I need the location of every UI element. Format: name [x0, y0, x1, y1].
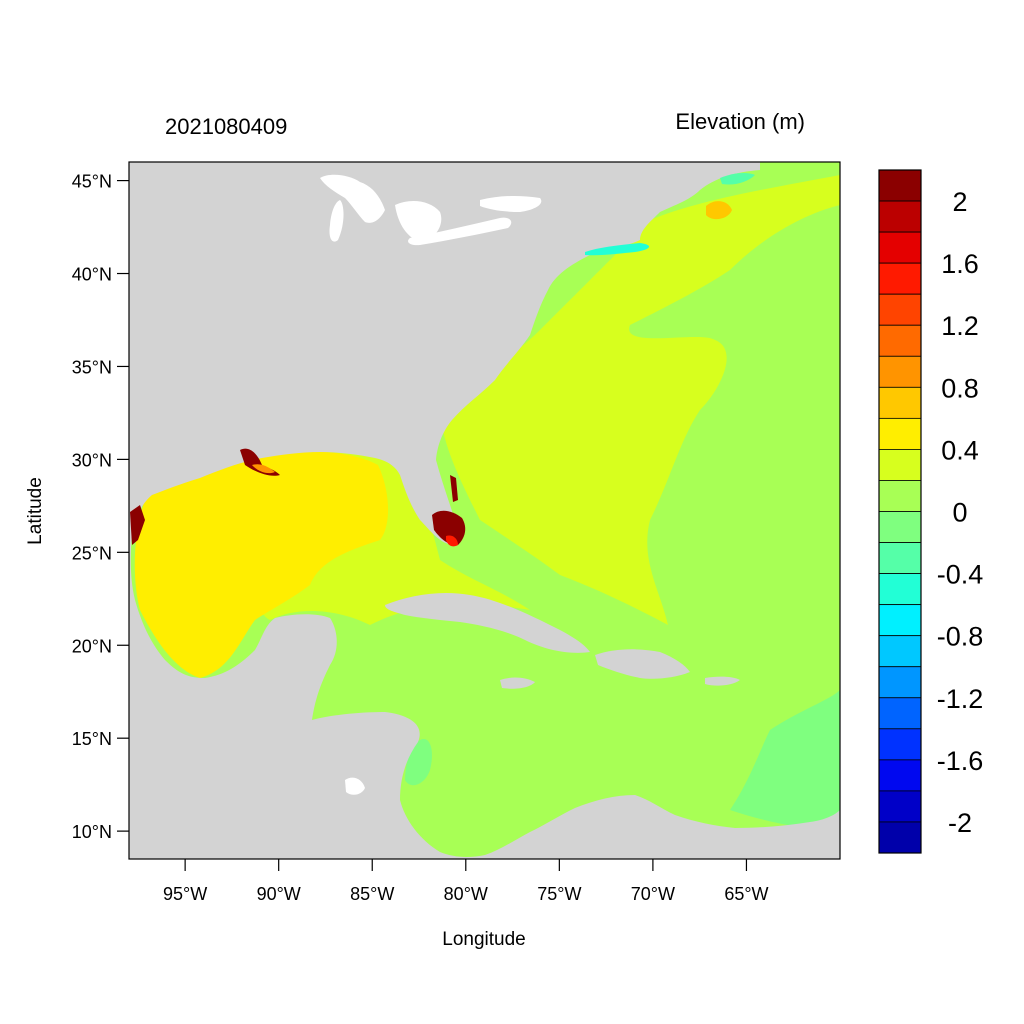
colorbar-swatch: [878, 449, 922, 481]
hispaniola-land: [595, 649, 690, 679]
plot-frame: [128, 161, 841, 860]
louisiana-orange: [252, 464, 275, 474]
colorbar-swatch: [878, 200, 922, 233]
colorbar-swatch: [878, 386, 922, 419]
colorbar-swatch: [878, 821, 922, 854]
y-tick-label: 30°N: [72, 450, 112, 470]
colorbar-swatch: [878, 169, 922, 202]
colorbar-swatch: [878, 542, 922, 574]
colorbar-swatch: [878, 480, 922, 512]
colorbar-swatch: [878, 759, 922, 792]
variable-title: Elevation (m): [675, 109, 805, 134]
x-tick-label: 90°W: [257, 884, 301, 904]
x-axis-ticks: 95°W 90°W 85°W 80°W 75°W 70°W 65°W: [163, 859, 769, 904]
nova-scotia-high: [706, 201, 732, 220]
y-axis-label: Latitude: [25, 477, 46, 545]
florida-east-surge: [450, 475, 458, 502]
colorbar-label: 0.4: [941, 435, 979, 465]
colorbar-swatch: [878, 324, 922, 357]
great-lakes: [320, 174, 542, 246]
colorbar-swatch: [878, 293, 922, 326]
atlantic-elevated-zone: [440, 175, 840, 625]
colorbar-labels: 2 1.6 1.2 0.8 0.4 0 -0.4 -0.8 -1.2 -1.6 -2: [937, 187, 984, 838]
gulf-of-maine-low: [720, 173, 755, 185]
map-panel: [129, 162, 840, 859]
colorbar: [878, 169, 922, 854]
colorbar-swatch: [878, 697, 922, 730]
y-tick-label: 25°N: [72, 543, 112, 563]
colorbar-swatch: [878, 231, 922, 264]
y-tick-label: 20°N: [72, 636, 112, 656]
cuba-land: [385, 593, 590, 653]
colorbar-swatch: [878, 666, 922, 699]
x-axis-label: Longitude: [442, 929, 525, 950]
date-title: 2021080409: [165, 114, 287, 139]
lake-nicaragua: [345, 777, 365, 795]
colorbar-frame: [878, 169, 922, 854]
colorbar-swatch: [878, 262, 922, 295]
colorbar-label: -1.2: [937, 684, 984, 714]
colorbar-label: -0.4: [937, 560, 984, 590]
x-tick-label: 85°W: [350, 884, 394, 904]
x-tick-label: 75°W: [537, 884, 581, 904]
colorbar-swatch: [878, 790, 922, 823]
x-tick-label: 70°W: [631, 884, 675, 904]
jamaica-land: [500, 677, 535, 689]
colorbar-label: -1.6: [937, 746, 984, 776]
colorbar-swatch: [878, 417, 922, 450]
colorbar-swatch: [878, 604, 922, 637]
y-tick-label: 45°N: [72, 172, 112, 192]
y-axis-ticks: 45°N 40°N 35°N 30°N 25°N 20°N 15°N 10°N: [72, 172, 129, 842]
south-florida-surge-tip: [446, 535, 458, 547]
colorbar-label: 1.2: [941, 311, 979, 341]
colorbar-swatch: [878, 728, 922, 761]
texas-surge: [130, 505, 145, 545]
colorbar-label: -2: [948, 808, 972, 838]
x-tick-label: 80°W: [444, 884, 488, 904]
y-tick-label: 10°N: [72, 822, 112, 842]
long-island-low: [585, 243, 650, 256]
x-tick-label: 95°W: [163, 884, 207, 904]
colorbar-label: 0.8: [941, 373, 979, 403]
colorbar-swatch: [878, 573, 922, 606]
south-florida-surge: [432, 510, 466, 546]
puerto-rico-land: [705, 676, 740, 686]
colorbar-swatch: [878, 511, 922, 543]
caribbean-low-zone: [730, 690, 840, 830]
x-tick-label: 65°W: [724, 884, 768, 904]
y-tick-label: 15°N: [72, 729, 112, 749]
colorbar-label: 0: [952, 498, 967, 528]
colorbar-swatch: [878, 355, 922, 388]
colorbar-label: 2: [952, 187, 967, 217]
y-tick-label: 35°N: [72, 357, 112, 377]
gulf-high-zone: [134, 451, 389, 678]
colorbar-swatch: [878, 635, 922, 668]
colorbar-label: -0.8: [937, 622, 984, 652]
colorbar-label: 1.6: [941, 249, 979, 279]
north-america-land: [129, 162, 840, 859]
y-tick-label: 40°N: [72, 265, 112, 285]
